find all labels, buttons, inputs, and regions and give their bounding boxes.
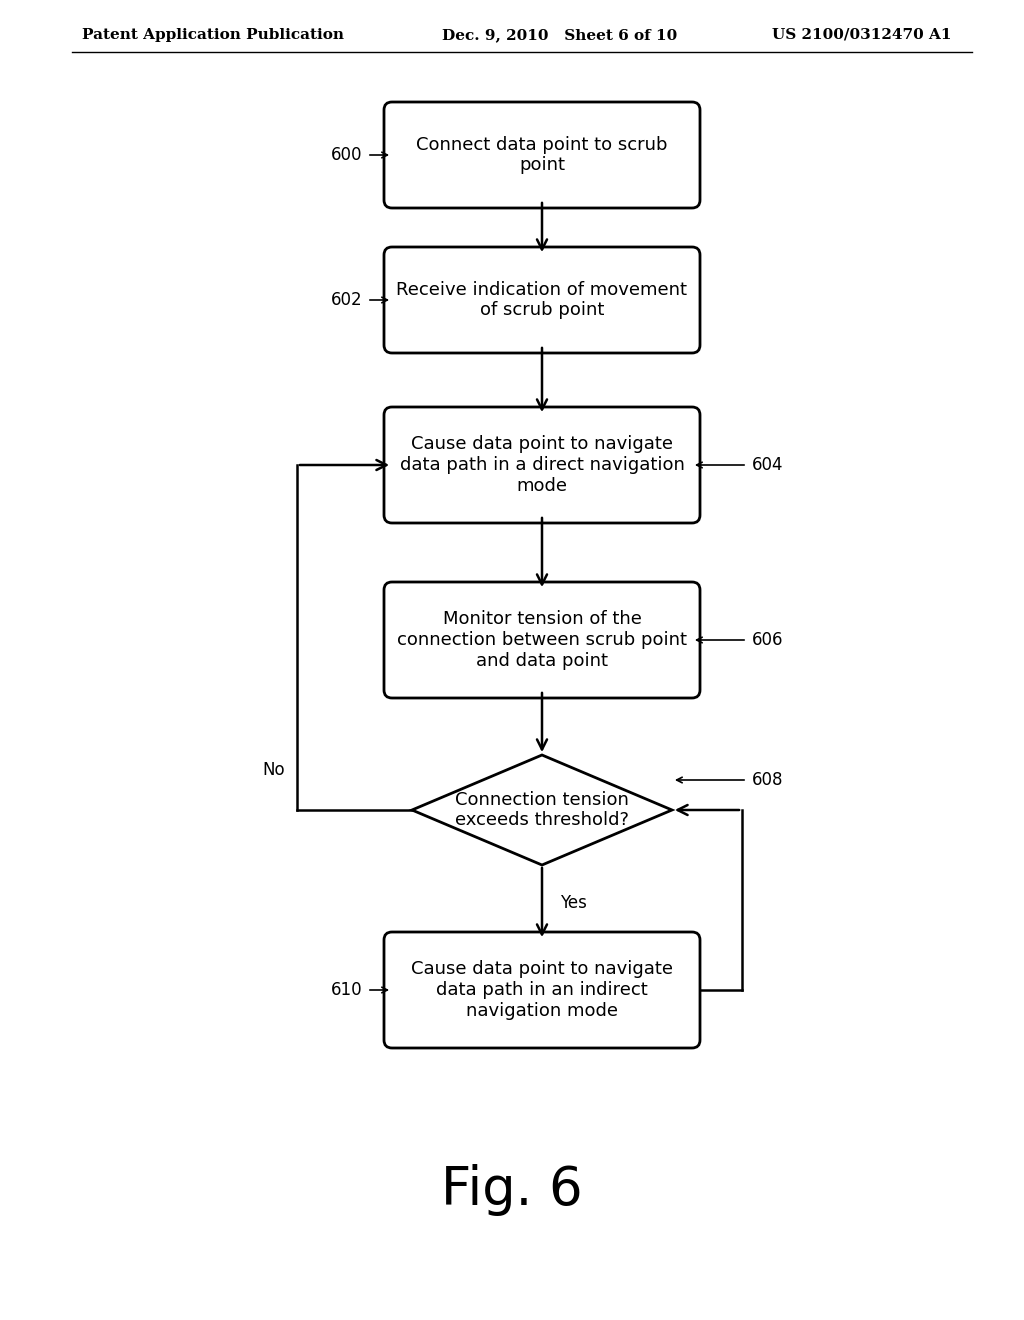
FancyBboxPatch shape [384,102,700,209]
Polygon shape [412,755,672,865]
Text: Dec. 9, 2010   Sheet 6 of 10: Dec. 9, 2010 Sheet 6 of 10 [442,28,677,42]
Text: Cause data point to navigate
data path in a direct navigation
mode: Cause data point to navigate data path i… [399,436,684,495]
Text: 600: 600 [331,147,362,164]
FancyBboxPatch shape [384,932,700,1048]
FancyBboxPatch shape [384,582,700,698]
Text: Fig. 6: Fig. 6 [441,1164,583,1216]
Text: 610: 610 [331,981,362,999]
Text: Receive indication of movement
of scrub point: Receive indication of movement of scrub … [396,281,687,319]
Text: Monitor tension of the
connection between scrub point
and data point: Monitor tension of the connection betwee… [397,610,687,669]
Text: 608: 608 [752,771,783,789]
Text: Connect data point to scrub
point: Connect data point to scrub point [416,136,668,174]
Text: Yes: Yes [560,894,587,912]
Text: Connection tension
exceeds threshold?: Connection tension exceeds threshold? [455,791,629,829]
Text: US 2100/0312470 A1: US 2100/0312470 A1 [772,28,951,42]
Text: Cause data point to navigate
data path in an indirect
navigation mode: Cause data point to navigate data path i… [411,960,673,1020]
Text: Patent Application Publication: Patent Application Publication [82,28,344,42]
FancyBboxPatch shape [384,407,700,523]
Text: 606: 606 [752,631,783,649]
Text: No: No [262,762,285,779]
Text: 602: 602 [331,290,362,309]
FancyBboxPatch shape [384,247,700,352]
Text: 604: 604 [752,455,783,474]
